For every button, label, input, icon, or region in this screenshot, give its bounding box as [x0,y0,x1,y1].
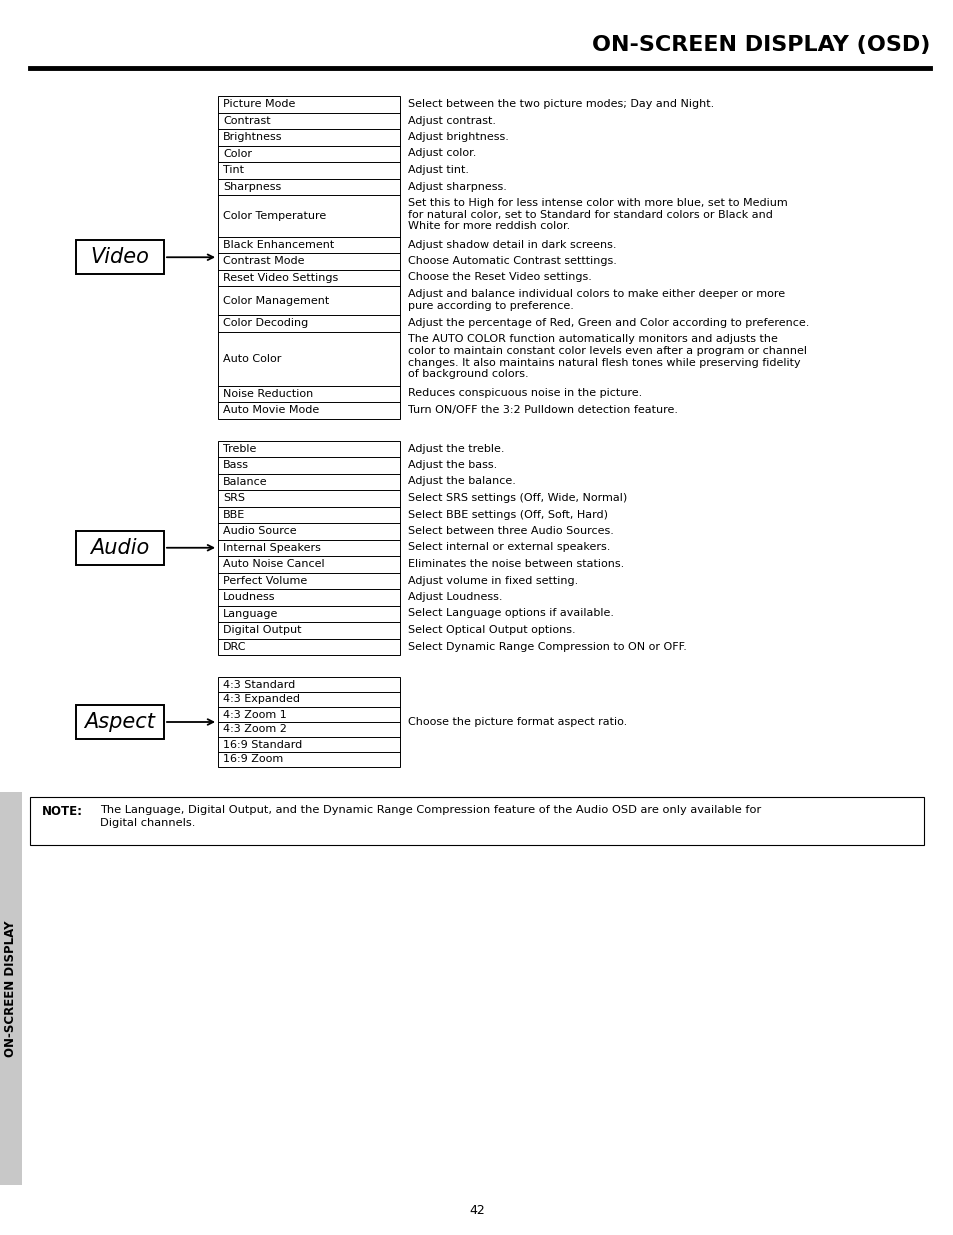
Text: Video: Video [91,247,150,267]
Text: Select between the two picture modes; Day and Night.: Select between the two picture modes; Da… [408,99,714,109]
Text: Picture Mode: Picture Mode [223,99,295,109]
Text: Adjust contrast.: Adjust contrast. [408,116,496,126]
Text: Perfect Volume: Perfect Volume [223,576,307,585]
Text: 4:3 Standard: 4:3 Standard [223,679,294,689]
Text: Adjust the bass.: Adjust the bass. [408,459,497,471]
Text: The AUTO COLOR function automatically monitors and adjusts the
color to maintain: The AUTO COLOR function automatically mo… [408,335,806,379]
Text: Choose Automatic Contrast setttings.: Choose Automatic Contrast setttings. [408,256,617,266]
Text: Select BBE settings (Off, Soft, Hard): Select BBE settings (Off, Soft, Hard) [408,510,607,520]
Text: Eliminates the noise between stations.: Eliminates the noise between stations. [408,559,623,569]
Text: 4:3 Zoom 2: 4:3 Zoom 2 [223,725,287,735]
Bar [0,792,22,1186]
Text: Adjust shadow detail in dark screens.: Adjust shadow detail in dark screens. [408,240,616,249]
Text: Adjust sharpness.: Adjust sharpness. [408,182,506,191]
Text: Digital channels.: Digital channels. [100,818,195,827]
Text: Select Language options if available.: Select Language options if available. [408,609,614,619]
Text: Balance: Balance [223,477,268,487]
Bar [76,705,164,739]
Text: Select between three Audio Sources.: Select between three Audio Sources. [408,526,613,536]
Text: Adjust brightness.: Adjust brightness. [408,132,508,142]
Text: Auto Movie Mode: Auto Movie Mode [223,405,319,415]
Text: Select SRS settings (Off, Wide, Normal): Select SRS settings (Off, Wide, Normal) [408,493,626,503]
Text: Select Dynamic Range Compression to ON or OFF.: Select Dynamic Range Compression to ON o… [408,641,686,652]
Bar [76,241,164,274]
Text: NOTE:: NOTE: [42,805,83,818]
Text: Audio: Audio [91,537,150,558]
Text: Adjust Loudness.: Adjust Loudness. [408,592,502,601]
Text: Adjust the balance.: Adjust the balance. [408,477,516,487]
Text: Choose the Reset Video settings.: Choose the Reset Video settings. [408,273,591,283]
Text: Adjust and balance individual colors to make either deeper or more
pure accordin: Adjust and balance individual colors to … [408,289,784,310]
Bar [30,797,923,845]
Bar [218,677,399,767]
Text: Turn ON/OFF the 3:2 Pulldown detection feature.: Turn ON/OFF the 3:2 Pulldown detection f… [408,405,678,415]
Text: Contrast Mode: Contrast Mode [223,256,304,267]
Text: Color Decoding: Color Decoding [223,319,308,329]
Bar [76,531,164,564]
Text: 4:3 Zoom 1: 4:3 Zoom 1 [223,709,287,720]
Text: Bass: Bass [223,461,249,471]
Text: 16:9 Zoom: 16:9 Zoom [223,755,283,764]
Text: Color: Color [223,148,252,159]
Text: Audio Source: Audio Source [223,526,296,536]
Text: Reset Video Settings: Reset Video Settings [223,273,338,283]
Text: Digital Output: Digital Output [223,625,301,635]
Text: DRC: DRC [223,642,246,652]
Text: ON-SCREEN DISPLAY (OSD): ON-SCREEN DISPLAY (OSD) [591,35,929,56]
Text: Sharpness: Sharpness [223,182,281,191]
Text: Treble: Treble [223,443,256,453]
Text: Adjust the treble.: Adjust the treble. [408,443,504,453]
Text: The Language, Digital Output, and the Dynamic Range Compression feature of the A: The Language, Digital Output, and the Dy… [100,805,760,815]
Bar [218,441,399,655]
Text: 4:3 Expanded: 4:3 Expanded [223,694,299,704]
Bar [218,96,399,419]
Text: Color Temperature: Color Temperature [223,211,326,221]
Text: 42: 42 [469,1203,484,1216]
Text: BBE: BBE [223,510,245,520]
Text: Adjust volume in fixed setting.: Adjust volume in fixed setting. [408,576,578,585]
Text: Aspect: Aspect [85,713,155,732]
Text: Adjust the percentage of Red, Green and Color according to preference.: Adjust the percentage of Red, Green and … [408,317,808,329]
Text: Choose the picture format aspect ratio.: Choose the picture format aspect ratio. [408,718,626,727]
Text: Reduces conspicuous noise in the picture.: Reduces conspicuous noise in the picture… [408,389,641,399]
Text: Adjust color.: Adjust color. [408,148,476,158]
Text: Loudness: Loudness [223,593,275,603]
Text: Auto Color: Auto Color [223,353,281,363]
Text: Select internal or external speakers.: Select internal or external speakers. [408,542,610,552]
Text: Select Optical Output options.: Select Optical Output options. [408,625,575,635]
Text: Adjust tint.: Adjust tint. [408,165,469,175]
Text: Black Enhancement: Black Enhancement [223,240,334,249]
Text: SRS: SRS [223,493,245,503]
Text: Language: Language [223,609,278,619]
Text: ON-SCREEN DISPLAY: ON-SCREEN DISPLAY [5,920,17,1057]
Text: 16:9 Standard: 16:9 Standard [223,740,302,750]
Text: Auto Noise Cancel: Auto Noise Cancel [223,559,324,569]
Text: Brightness: Brightness [223,132,282,142]
Text: Tint: Tint [223,165,244,175]
Text: Internal Speakers: Internal Speakers [223,542,320,553]
Text: Color Management: Color Management [223,295,329,305]
Text: Contrast: Contrast [223,116,271,126]
Text: Set this to High for less intense color with more blue, set to Medium
for natura: Set this to High for less intense color … [408,198,787,231]
Text: Noise Reduction: Noise Reduction [223,389,313,399]
